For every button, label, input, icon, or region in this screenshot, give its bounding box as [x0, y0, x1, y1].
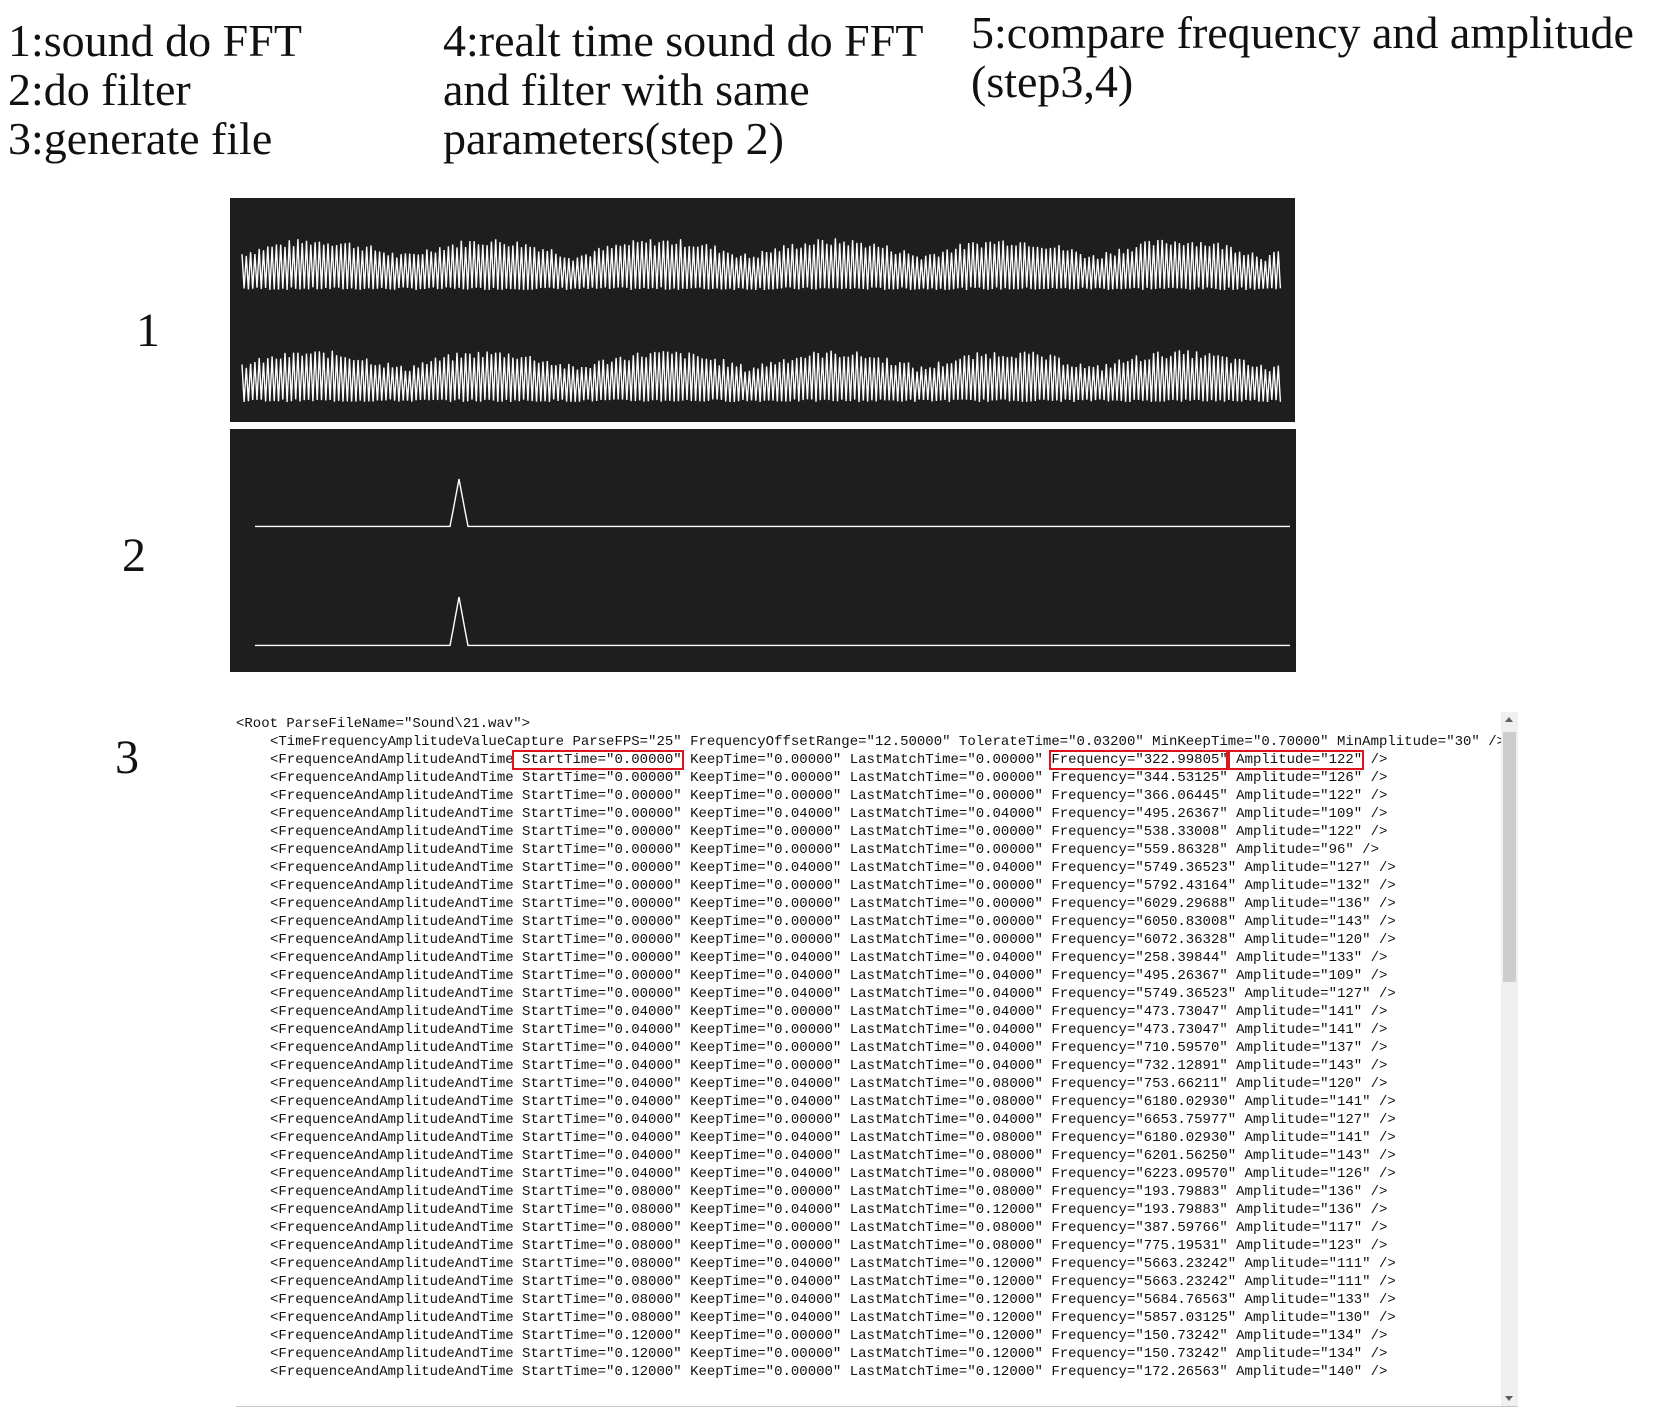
xml-line: <FrequenceAndAmplitudeAndTime StartTime=…	[270, 1112, 1396, 1128]
xml-line: <Root ParseFileName="Sound\21.wav">	[236, 716, 531, 732]
filtered-channel	[255, 596, 1290, 647]
xml-text: KeepTime="0.00000" LastMatchTime="0.0000…	[681, 752, 1052, 768]
xml-line: <FrequenceAndAmplitudeAndTime StartTime=…	[270, 932, 1396, 948]
xml-line: <FrequenceAndAmplitudeAndTime StartTime=…	[270, 788, 1388, 804]
xml-line: <FrequenceAndAmplitudeAndTime StartTime=…	[270, 1184, 1388, 1200]
step-column: 1:sound do FFT 2:do filter 3:generate file	[8, 16, 302, 163]
xml-line: <FrequenceAndAmplitudeAndTime StartTime=…	[270, 1058, 1388, 1074]
xml-line: <FrequenceAndAmplitudeAndTime StartTime=…	[270, 824, 1388, 840]
xml-line: <FrequenceAndAmplitudeAndTime StartTime=…	[270, 1274, 1396, 1290]
xml-line: <FrequenceAndAmplitudeAndTime StartTime=…	[270, 986, 1396, 1002]
xml-line: <FrequenceAndAmplitudeAndTime StartTime=…	[270, 842, 1379, 858]
xml-line: <FrequenceAndAmplitudeAndTime StartTime=…	[270, 860, 1396, 876]
step-column: 5:compare frequency and amplitude (step3,…	[971, 8, 1634, 106]
step-text: parameters(step 2)	[443, 113, 785, 164]
xml-line: <FrequenceAndAmplitudeAndTime StartTime=…	[270, 1148, 1396, 1164]
xml-line: <FrequenceAndAmplitudeAndTime StartTime=…	[270, 950, 1388, 966]
xml-line: <TimeFrequencyAmplitudeValueCapture Pars…	[270, 734, 1506, 750]
waveform-channel	[241, 350, 1282, 403]
highlighted-attribute: Frequency="322.99805"	[1049, 750, 1230, 770]
xml-line: <FrequenceAndAmplitudeAndTime StartTime=…	[270, 1220, 1388, 1236]
step-text: 5:compare frequency and amplitude	[971, 7, 1634, 58]
waveform-channel	[241, 238, 1282, 291]
scroll-up[interactable]	[1505, 717, 1513, 722]
filtered-signal	[255, 478, 1290, 647]
panel-label: 2	[122, 529, 146, 582]
step-text: (step3,4)	[971, 56, 1134, 107]
xml-line: <FrequenceAndAmplitudeAndTime StartTime=…	[270, 896, 1396, 912]
filtered-panel	[230, 429, 1296, 672]
xml-line: <FrequenceAndAmplitudeAndTime StartTime=…	[270, 1328, 1388, 1344]
waveform	[241, 238, 1282, 403]
xml-line: <FrequenceAndAmplitudeAndTime StartTime=…	[270, 1022, 1388, 1038]
xml-text: <FrequenceAndAmplitudeAndTime	[270, 752, 514, 768]
xml-line: <FrequenceAndAmplitudeAndTime StartTime=…	[270, 1202, 1388, 1218]
xml-line: <FrequenceAndAmplitudeAndTime StartTime=…	[270, 1076, 1388, 1092]
panel-label: 1	[136, 304, 160, 357]
xml-line: <FrequenceAndAmplitudeAndTime StartTime=…	[270, 1310, 1396, 1326]
step-text: 3:generate file	[8, 113, 273, 164]
xml-line: <FrequenceAndAmplitudeAndTime StartTime=…	[270, 878, 1396, 894]
scroll-down[interactable]	[1505, 1396, 1513, 1401]
highlighted-attribute: Amplitude="122"	[1225, 750, 1365, 770]
xml-content: <Root ParseFileName="Sound\21.wav"> <Time…	[236, 715, 1505, 1381]
panel-label: 3	[115, 731, 139, 784]
xml-line: <FrequenceAndAmplitudeAndTime StartTime=…	[270, 1364, 1388, 1380]
step-text: 2:do filter	[8, 64, 191, 115]
xml-line: <FrequenceAndAmplitudeAndTime StartTime=…	[270, 1256, 1396, 1272]
xml-line: <FrequenceAndAmplitudeAndTime StartTime=…	[270, 1004, 1388, 1020]
xml-line: <FrequenceAndAmplitudeAndTime StartTime=…	[270, 1166, 1396, 1182]
xml-line: <FrequenceAndAmplitudeAndTime StartTime=…	[270, 770, 1388, 786]
xml-line: <FrequenceAndAmplitudeAndTime StartTime=…	[270, 1238, 1388, 1254]
step-column: 4:realt time sound do FFT and filter with…	[443, 16, 923, 163]
xml-line: <FrequenceAndAmplitudeAndTime StartTime=…	[270, 1346, 1388, 1362]
xml-viewer: <Root ParseFileName="Sound\21.wav"> <Time…	[236, 712, 1518, 1407]
xml-line: <FrequenceAndAmplitudeAndTime StartTime=…	[236, 750, 1505, 770]
step-text: and filter with same	[443, 64, 810, 115]
scroll-thumb[interactable]	[1503, 732, 1516, 982]
xml-line: <FrequenceAndAmplitudeAndTime StartTime=…	[270, 1292, 1396, 1308]
xml-line: <FrequenceAndAmplitudeAndTime StartTime=…	[270, 1130, 1396, 1146]
waveform-panel	[230, 198, 1295, 422]
filtered-channel	[255, 478, 1290, 528]
scrollbar[interactable]	[1501, 712, 1518, 1406]
xml-line: <FrequenceAndAmplitudeAndTime StartTime=…	[270, 914, 1396, 930]
xml-line: <FrequenceAndAmplitudeAndTime StartTime=…	[270, 1040, 1388, 1056]
xml-line: <FrequenceAndAmplitudeAndTime StartTime=…	[270, 806, 1388, 822]
xml-line: <FrequenceAndAmplitudeAndTime StartTime=…	[270, 1094, 1396, 1110]
xml-text: />	[1362, 752, 1388, 768]
step-text: 1:sound do FFT	[8, 15, 302, 66]
xml-line: <FrequenceAndAmplitudeAndTime StartTime=…	[270, 968, 1388, 984]
highlighted-attribute: StartTime="0.00000"	[511, 750, 684, 770]
step-text: 4:realt time sound do FFT	[443, 15, 924, 66]
